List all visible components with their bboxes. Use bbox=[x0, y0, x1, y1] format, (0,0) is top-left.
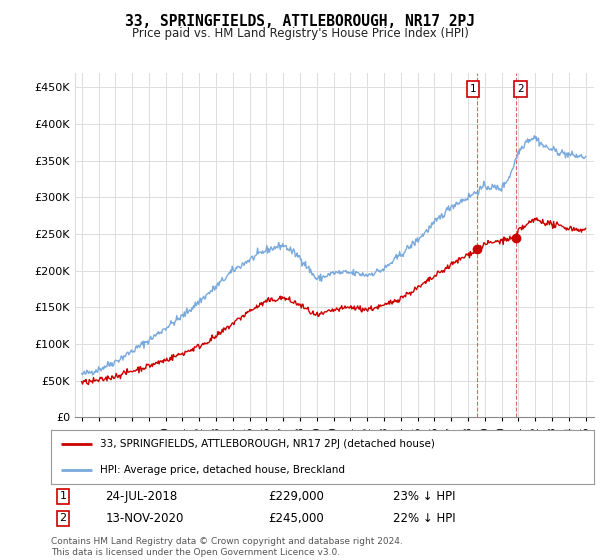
Text: 1: 1 bbox=[470, 84, 476, 94]
Text: 2: 2 bbox=[517, 84, 524, 94]
Text: £245,000: £245,000 bbox=[268, 512, 324, 525]
Text: 22% ↓ HPI: 22% ↓ HPI bbox=[393, 512, 456, 525]
Text: 2: 2 bbox=[59, 514, 67, 524]
Text: 1: 1 bbox=[59, 492, 67, 502]
Text: 33, SPRINGFIELDS, ATTLEBOROUGH, NR17 2PJ (detached house): 33, SPRINGFIELDS, ATTLEBOROUGH, NR17 2PJ… bbox=[100, 439, 435, 449]
Text: £229,000: £229,000 bbox=[268, 490, 324, 503]
Text: HPI: Average price, detached house, Breckland: HPI: Average price, detached house, Brec… bbox=[100, 465, 345, 475]
Text: 24-JUL-2018: 24-JUL-2018 bbox=[106, 490, 178, 503]
Text: Contains HM Land Registry data © Crown copyright and database right 2024.
This d: Contains HM Land Registry data © Crown c… bbox=[51, 538, 403, 557]
Text: Price paid vs. HM Land Registry's House Price Index (HPI): Price paid vs. HM Land Registry's House … bbox=[131, 27, 469, 40]
Text: 23% ↓ HPI: 23% ↓ HPI bbox=[393, 490, 455, 503]
Text: 13-NOV-2020: 13-NOV-2020 bbox=[106, 512, 184, 525]
Text: 33, SPRINGFIELDS, ATTLEBOROUGH, NR17 2PJ: 33, SPRINGFIELDS, ATTLEBOROUGH, NR17 2PJ bbox=[125, 14, 475, 29]
